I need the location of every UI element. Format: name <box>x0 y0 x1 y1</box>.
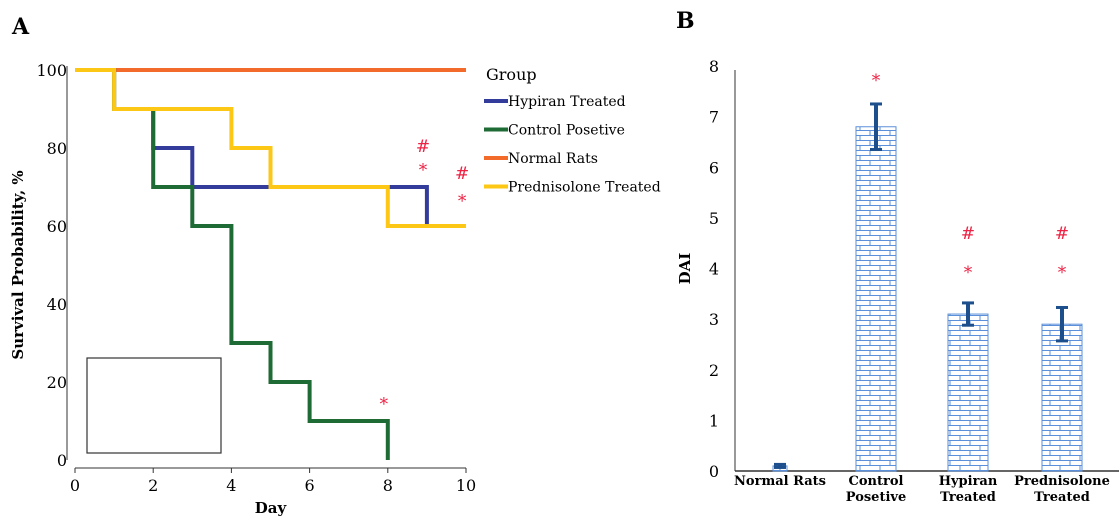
y-tick-label: 4 <box>709 260 719 279</box>
y-tick-label: 0 <box>709 462 719 481</box>
y-tick-label: 0 <box>57 451 67 470</box>
category-label: Control Posetive <box>846 474 906 505</box>
x-tick-label: 8 <box>383 476 393 495</box>
legend-label-normal-rats: Normal Rats <box>508 151 598 167</box>
panel-label-b: B <box>676 8 695 34</box>
significance-marker: # <box>961 224 975 244</box>
legend-label-prednisolone-treated: Prednisolone Treated <box>508 180 661 196</box>
y-tick-label: 7 <box>709 108 719 127</box>
y-tick-label: 1 <box>709 411 719 430</box>
y-tick-label: 8 <box>709 57 719 76</box>
x-tick-label: 6 <box>305 476 315 495</box>
legend-label-control-posetive: Control Posetive <box>508 123 625 139</box>
significance-marker: # <box>416 137 430 157</box>
x-tick-label: 2 <box>148 476 158 495</box>
y-tick-label: 20 <box>47 373 67 392</box>
x-tick-label: 4 <box>226 476 236 495</box>
y-tick-label: 3 <box>709 310 719 329</box>
y-tick-label: 6 <box>709 158 719 177</box>
category-label-line: Normal Rats <box>734 474 826 489</box>
legend-label-hypiran-treated: Hypiran Treated <box>508 94 626 110</box>
inset-box <box>86 357 222 454</box>
category-label: Prednisolone Treated <box>1014 474 1110 505</box>
x-axis-title: Day <box>255 499 288 517</box>
survival-chart: 0 20 40 60 80 100 0 2 4 6 8 10 Day Survival Probabili… <box>9 61 661 517</box>
bar <box>855 126 897 472</box>
significance-marker: # <box>1055 224 1069 244</box>
y-tick-label: 40 <box>47 295 67 314</box>
y-tick-label: 80 <box>47 139 67 158</box>
significance-marker: # <box>455 164 469 184</box>
category-label: Hypiran Treated <box>939 474 998 505</box>
category-label-line: Treated <box>940 490 996 505</box>
x-tick-label: 0 <box>70 476 80 495</box>
y-axis-title: Survival Probability, % <box>9 170 27 359</box>
significance-marker: * <box>419 160 428 180</box>
category-label: Normal Rats <box>734 474 826 489</box>
bar <box>1041 323 1083 472</box>
category-label-line: Hypiran <box>939 474 998 489</box>
dai-bar-chart: 0 1 2 3 4 5 6 7 8 DAI Normal Rats Control Posetive Hy… <box>676 57 1119 505</box>
significance-marker: * <box>872 71 881 91</box>
y-axis-title: DAI <box>676 253 694 285</box>
significance-marker: * <box>1058 263 1067 283</box>
x-tick-label: 10 <box>456 476 476 495</box>
legend-title: Group <box>486 65 537 84</box>
category-label-line: Control <box>849 474 904 489</box>
category-label-line: Prednisolone <box>1014 474 1110 489</box>
y-tick-label: 60 <box>47 217 67 236</box>
y-tick-label: 2 <box>709 361 719 380</box>
significance-marker: * <box>964 263 973 283</box>
significance-marker: * <box>458 192 467 212</box>
bar <box>947 313 989 472</box>
series-line-prednisolone-treated <box>75 68 466 228</box>
category-label-line: Treated <box>1034 490 1090 505</box>
y-tick-label: 100 <box>36 61 67 80</box>
y-tick-label: 5 <box>709 209 719 228</box>
significance-marker: * <box>380 394 389 414</box>
panel-label-a: A <box>11 14 30 40</box>
category-label-line: Posetive <box>846 490 906 505</box>
